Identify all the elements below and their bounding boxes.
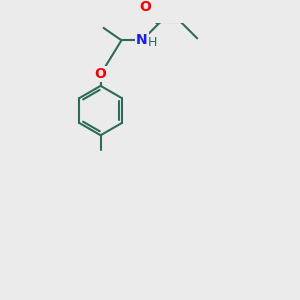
Text: N: N: [136, 33, 148, 47]
Text: O: O: [95, 67, 106, 81]
Text: H: H: [148, 36, 157, 49]
Text: O: O: [139, 0, 151, 14]
